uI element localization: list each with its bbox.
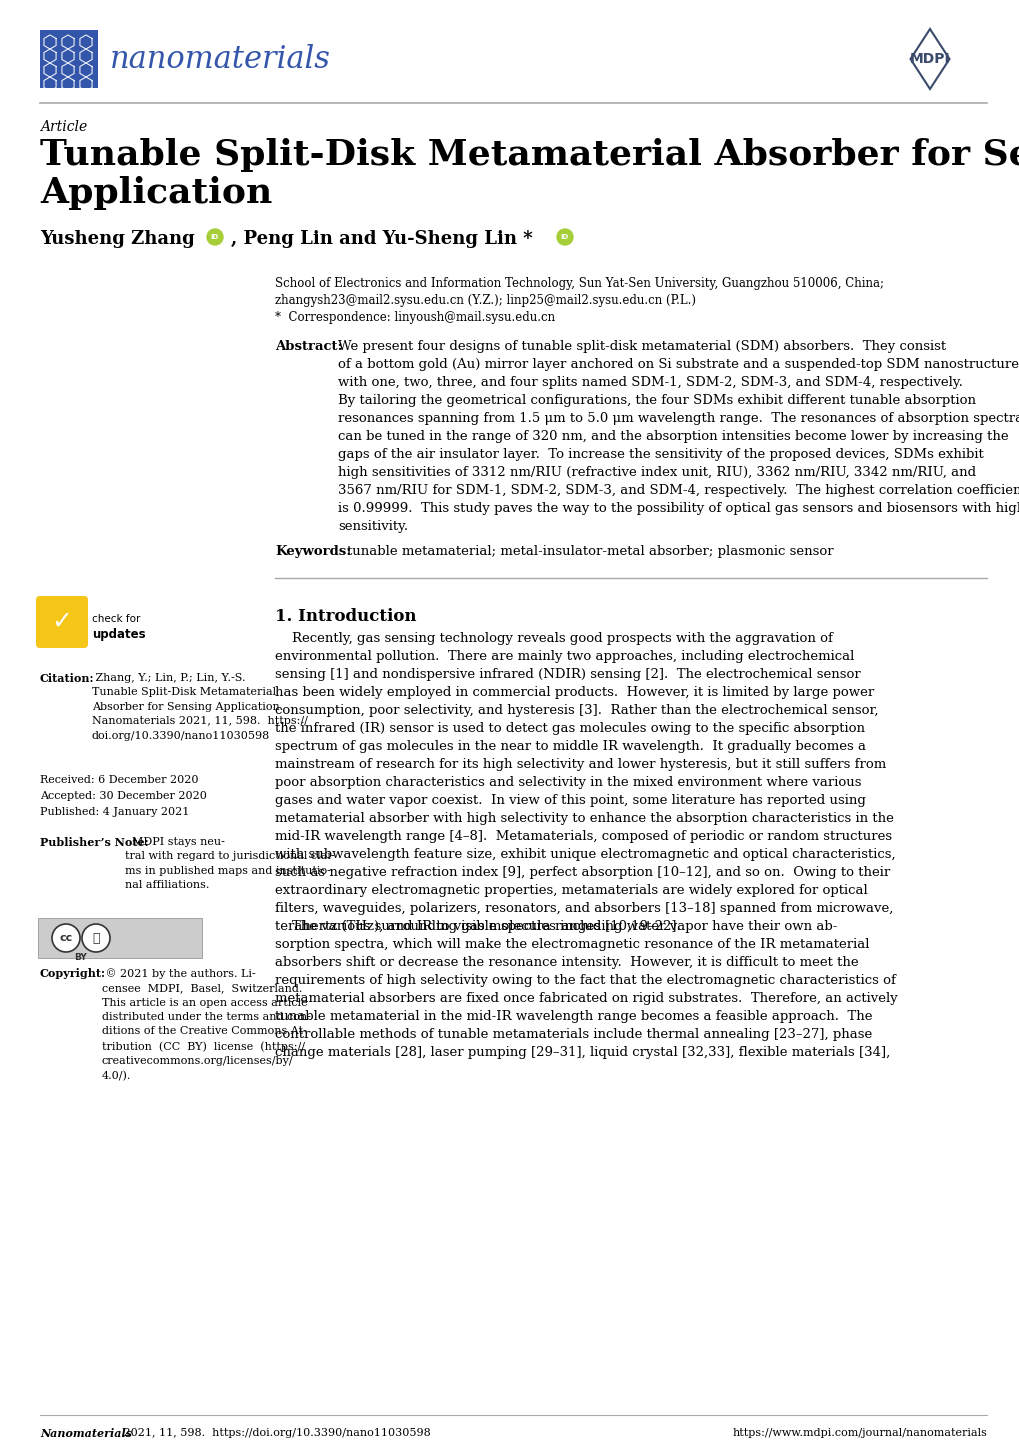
Text: tunable metamaterial; metal-insulator-metal absorber; plasmonic sensor: tunable metamaterial; metal-insulator-me… (346, 545, 833, 558)
Text: nanomaterials: nanomaterials (110, 43, 330, 75)
Text: *  Correspondence: linyoush@mail.sysu.edu.cn: * Correspondence: linyoush@mail.sysu.edu… (275, 311, 554, 324)
FancyBboxPatch shape (40, 30, 98, 88)
Text: MDPI: MDPI (909, 52, 950, 66)
Text: BY: BY (74, 953, 88, 962)
Text: Publisher’s Note:: Publisher’s Note: (40, 836, 149, 848)
Text: cc: cc (59, 933, 72, 943)
FancyBboxPatch shape (36, 596, 88, 647)
Text: updates: updates (92, 629, 146, 642)
Text: https://www.mdpi.com/journal/nanomaterials: https://www.mdpi.com/journal/nanomateria… (732, 1428, 986, 1438)
Text: Accepted: 30 December 2020: Accepted: 30 December 2020 (40, 792, 207, 800)
Text: ✓: ✓ (51, 610, 72, 634)
Text: Tunable Split-Disk Metamaterial Absorber for Sensing: Tunable Split-Disk Metamaterial Absorber… (40, 137, 1019, 172)
FancyBboxPatch shape (38, 919, 202, 957)
Text: School of Electronics and Information Technology, Sun Yat-Sen University, Guangz: School of Electronics and Information Te… (275, 277, 883, 290)
Circle shape (52, 924, 79, 952)
Text: Published: 4 January 2021: Published: 4 January 2021 (40, 808, 190, 818)
Text: Nanomaterials: Nanomaterials (40, 1428, 131, 1439)
Circle shape (82, 924, 110, 952)
Text: iD: iD (211, 234, 219, 239)
Text: The various surrounding gas molecules including water vapor have their own ab-
s: The various surrounding gas molecules in… (275, 920, 897, 1058)
Text: Copyright:: Copyright: (40, 968, 106, 979)
Circle shape (556, 229, 573, 245)
Text: Recently, gas sensing technology reveals good prospects with the aggravation of
: Recently, gas sensing technology reveals… (275, 632, 895, 933)
Text: Abstract:: Abstract: (275, 340, 342, 353)
Text: Application: Application (40, 176, 272, 211)
Text: Yusheng Zhang: Yusheng Zhang (40, 231, 201, 248)
Text: MDPI stays neu-
tral with regard to jurisdictional clai-
ms in published maps an: MDPI stays neu- tral with regard to juri… (125, 836, 334, 890)
Text: 2021, 11, 598.  https://doi.org/10.3390/nano11030598: 2021, 11, 598. https://doi.org/10.3390/n… (120, 1428, 430, 1438)
Text: Citation:: Citation: (40, 673, 95, 684)
Text: © 2021 by the authors. Li-
censee  MDPI,  Basel,  Switzerland.
This article is a: © 2021 by the authors. Li- censee MDPI, … (102, 968, 311, 1082)
Text: Article: Article (40, 120, 88, 134)
Text: Zhang, Y.; Lin, P.; Lin, Y.-S.
Tunable Split-Disk Metamaterial
Absorber for Sens: Zhang, Y.; Lin, P.; Lin, Y.-S. Tunable S… (92, 673, 308, 741)
Text: , Peng Lin and Yu-Sheng Lin *: , Peng Lin and Yu-Sheng Lin * (230, 231, 532, 248)
Text: Received: 6 December 2020: Received: 6 December 2020 (40, 774, 199, 784)
Text: iD: iD (560, 234, 569, 239)
Text: zhangysh23@mail2.sysu.edu.cn (Y.Z.); linp25@mail2.sysu.edu.cn (P.L.): zhangysh23@mail2.sysu.edu.cn (Y.Z.); lin… (275, 294, 695, 307)
Text: ⓑ: ⓑ (92, 932, 100, 945)
Text: Keywords:: Keywords: (275, 545, 351, 558)
Text: 1. Introduction: 1. Introduction (275, 609, 416, 624)
Circle shape (207, 229, 223, 245)
Text: check for: check for (92, 614, 141, 624)
Text: We present four designs of tunable split-disk metamaterial (SDM) absorbers.  The: We present four designs of tunable split… (337, 340, 1019, 534)
